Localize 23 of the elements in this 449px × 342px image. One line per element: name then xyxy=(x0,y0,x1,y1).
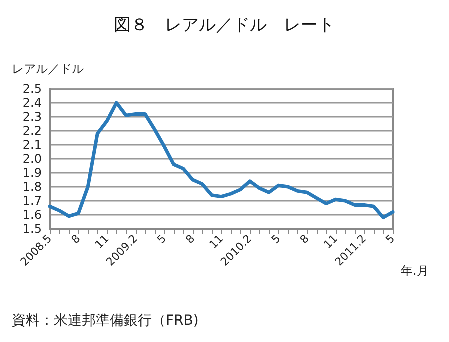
line-series xyxy=(48,101,395,220)
y-axis-title: レアル／ドル xyxy=(12,62,84,76)
chart-title: 図８ レアル／ドル レート xyxy=(114,16,335,36)
x-tick-label: 5 xyxy=(269,232,284,247)
x-tick-label: 8 xyxy=(298,232,312,247)
x-tick-label: 5 xyxy=(383,232,398,247)
y-tick-label: 2.1 xyxy=(22,138,42,152)
x-tick-label: 8 xyxy=(69,232,84,247)
x-tick-label: 11 xyxy=(321,232,340,252)
y-tick-label: 2.4 xyxy=(22,96,42,110)
x-tick-label: 8 xyxy=(183,232,198,247)
y-tick-label: 1.6 xyxy=(22,208,42,222)
y-tick-label: 2.3 xyxy=(22,110,42,124)
x-axis-title: 年.月 xyxy=(401,264,429,278)
y-tick-label: 1.8 xyxy=(22,180,42,194)
y-tick-label: 2.2 xyxy=(22,124,42,138)
y-tick-label: 1.5 xyxy=(22,222,42,236)
y-tick-label: 2.5 xyxy=(22,82,42,96)
x-tick-label: 5 xyxy=(154,232,169,247)
text: 資料：米連邦準備銀行（FRB) xyxy=(12,313,199,329)
y-tick-label: 1.9 xyxy=(22,166,42,180)
y-tick-label: 2.0 xyxy=(22,152,42,166)
y-tick-label: 1.7 xyxy=(22,194,42,208)
